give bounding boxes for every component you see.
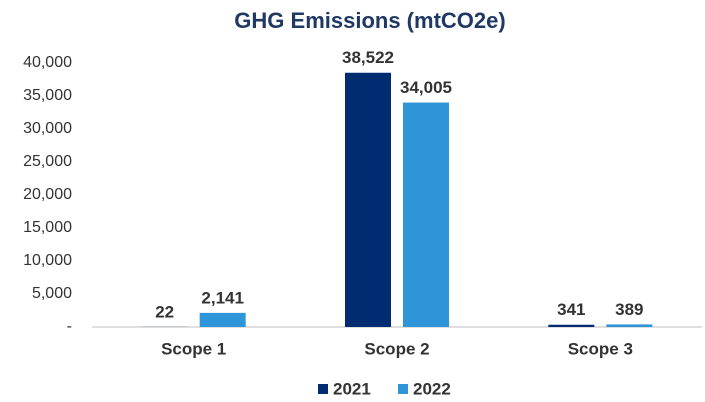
value-label: 2,141: [201, 288, 244, 307]
x-tick-label: Scope 3: [568, 339, 633, 358]
y-tick-label: 5,000: [32, 285, 72, 302]
legend-label: 2022: [413, 379, 451, 398]
legend-swatch: [318, 384, 328, 394]
value-label: 341: [557, 300, 585, 319]
value-label: 22: [155, 302, 174, 321]
x-tick-label: Scope 2: [364, 339, 429, 358]
y-tick-label: 15,000: [23, 219, 72, 236]
y-tick-label: 25,000: [23, 153, 72, 170]
bar: [606, 324, 653, 327]
value-label: 389: [615, 300, 643, 319]
legend-label: 2021: [333, 379, 371, 398]
chart-title: GHG Emissions (mtCO2e): [234, 8, 505, 33]
y-tick-label: 35,000: [23, 87, 72, 104]
bar: [403, 102, 449, 327]
x-tick-label: Scope 1: [161, 339, 226, 358]
value-label: 38,522: [342, 48, 394, 67]
y-tick-label: 20,000: [23, 186, 72, 203]
bar: [345, 72, 391, 328]
bar: [548, 324, 595, 327]
bar: [199, 312, 246, 327]
y-tick-label: -: [67, 318, 72, 335]
value-label: 34,005: [400, 78, 452, 97]
y-tick-label: 40,000: [23, 54, 72, 71]
y-tick-label: 10,000: [23, 252, 72, 269]
legend-swatch: [398, 384, 408, 394]
y-tick-label: 30,000: [23, 120, 72, 137]
